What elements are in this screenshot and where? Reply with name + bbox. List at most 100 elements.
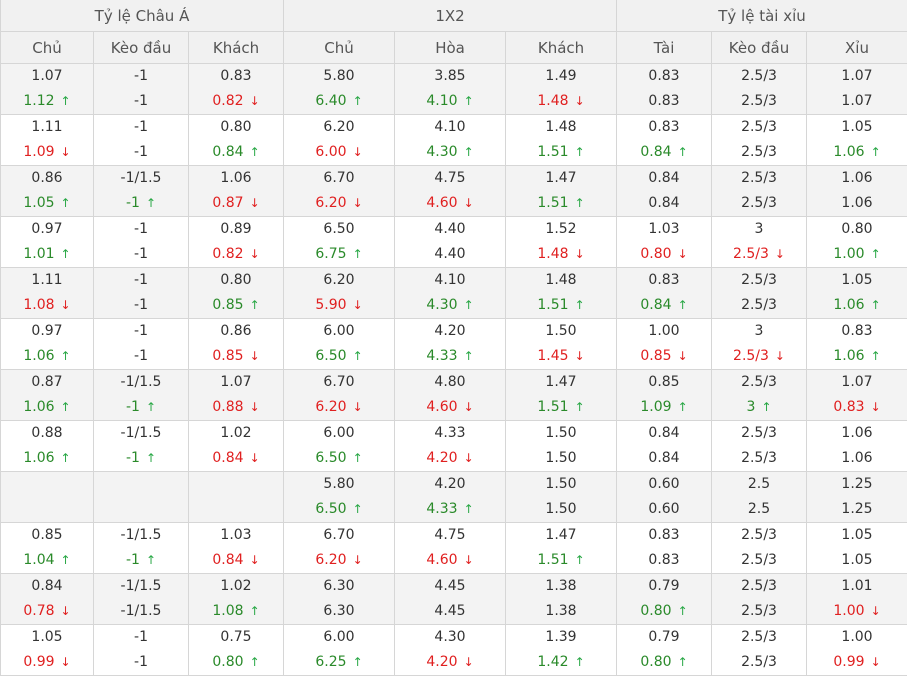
current-odds: -1 <box>125 552 140 568</box>
odds-cell-ah-home: 0.88 1.06 ↑ <box>0 420 94 472</box>
current-odds: 1.51 <box>537 195 569 211</box>
opening-odds: 0.75 <box>220 629 252 645</box>
current-odds: 0.80 <box>640 654 672 670</box>
current-odds: 2.5/3 <box>733 246 769 262</box>
arrow-down-icon: ↓ <box>677 349 688 363</box>
opening-odds: 0.79 <box>648 578 680 594</box>
arrow-up-icon: ↑ <box>463 349 474 363</box>
current-odds: 0.84 <box>648 450 680 466</box>
odds-cell-ou-over: 0.79 0.80 ↑ <box>616 624 713 676</box>
arrow-down-icon: ↓ <box>463 451 474 465</box>
current-odds: 1.06 <box>833 297 865 313</box>
odds-cell-1x2-home: 6.20 5.90 ↓ <box>283 267 396 319</box>
odds-cell-1x2-draw: 4.45 4.45 <box>394 573 507 625</box>
current-odds: 1.05 <box>23 195 55 211</box>
current-odds: 2.5/3 <box>741 654 777 670</box>
opening-odds: 4.75 <box>434 527 466 543</box>
current-odds: 0.84 <box>212 450 244 466</box>
odds-cell-1x2-draw: 4.20 4.33 ↑ <box>394 318 507 370</box>
arrow-down-icon: ↓ <box>249 196 260 210</box>
group-over-under: Tỷ lệ tài xỉu <box>616 0 907 32</box>
current-odds: 0.82 <box>212 246 244 262</box>
current-odds: 0.60 <box>648 501 680 517</box>
current-odds: 0.80 <box>212 654 244 670</box>
current-odds: 4.60 <box>426 195 458 211</box>
opening-odds: 1.07 <box>220 374 252 390</box>
opening-odds: 0.80 <box>220 272 252 288</box>
opening-odds: 1.52 <box>545 221 577 237</box>
odds-cell-ah-line: -1/1.5 -1 ↑ <box>93 420 189 472</box>
opening-odds: -1 <box>134 629 148 645</box>
odds-cell-1x2-home: 5.80 6.40 ↑ <box>283 63 396 115</box>
odds-cell-ou-over: 0.84 0.84 <box>616 165 713 217</box>
arrow-down-icon: ↓ <box>60 604 71 618</box>
arrow-up-icon: ↑ <box>574 196 585 210</box>
opening-odds: 1.25 <box>841 476 873 492</box>
odds-cell-ou-under: 1.00 0.99 ↓ <box>806 624 907 676</box>
opening-odds: 4.10 <box>434 272 466 288</box>
group-asian-handicap: Tỷ lệ Châu Á <box>0 0 285 32</box>
odds-cell-ah-away: 0.75 0.80 ↑ <box>187 624 285 676</box>
current-odds: 6.50 <box>315 450 347 466</box>
current-odds: 1.38 <box>545 603 577 619</box>
current-odds: 4.30 <box>426 297 458 313</box>
odds-cell-ah-away: 0.80 0.85 ↑ <box>187 267 285 319</box>
current-odds: 1.01 <box>23 246 55 262</box>
arrow-up-icon: ↑ <box>60 247 71 261</box>
odds-cell-1x2-draw: 4.10 4.30 ↑ <box>394 114 507 166</box>
current-odds: 1.51 <box>537 399 569 415</box>
odds-cell-1x2-draw: 4.80 4.60 ↓ <box>394 369 507 421</box>
odds-cell-ah-home: 1.11 1.09 ↓ <box>0 114 94 166</box>
opening-odds: 1.06 <box>841 170 873 186</box>
current-odds: 2.5/3 <box>741 144 777 160</box>
odds-cell-1x2-draw: 4.10 4.30 ↑ <box>394 267 507 319</box>
odds-cell-ou-over: 0.83 0.84 ↑ <box>616 267 713 319</box>
opening-odds: 0.86 <box>31 170 63 186</box>
opening-odds: 4.80 <box>434 374 466 390</box>
current-odds: 1.06 <box>833 348 865 364</box>
odds-cell-1x2-away: 1.52 1.48 ↓ <box>505 216 618 268</box>
opening-odds: 0.83 <box>648 272 680 288</box>
odds-cell-ou-under: 1.01 1.00 ↓ <box>806 573 907 625</box>
current-odds: -1 <box>125 450 140 466</box>
current-odds: 6.20 <box>315 552 347 568</box>
odds-cell-1x2-draw: 4.40 4.40 <box>394 216 507 268</box>
odds-cell-ou-over: 0.83 0.83 <box>616 522 713 574</box>
current-odds: 4.10 <box>426 93 458 109</box>
opening-odds: 5.80 <box>323 476 355 492</box>
current-odds: 1.06 <box>23 399 55 415</box>
current-odds: 1.06 <box>23 348 55 364</box>
current-odds: 4.45 <box>434 603 466 619</box>
odds-cell-ah-home: 1.07 1.12 ↑ <box>0 63 94 115</box>
arrow-up-icon: ↑ <box>870 145 881 159</box>
current-odds: 2.5/3 <box>741 450 777 466</box>
sub-header-row: Chủ Kèo đầu Khách Chủ Hòa Khách Tài Kèo … <box>0 31 907 64</box>
arrow-down-icon: ↓ <box>352 400 363 414</box>
current-odds: 1.07 <box>841 93 873 109</box>
odds-cell-ou-line: 2.5/3 3 ↑ <box>711 369 808 421</box>
opening-odds: 1.01 <box>841 578 873 594</box>
current-odds: 1.48 <box>537 246 569 262</box>
odds-cell-1x2-draw: 4.20 4.33 ↑ <box>394 471 507 523</box>
current-odds: 2.5/3 <box>741 195 777 211</box>
arrow-up-icon: ↑ <box>463 298 474 312</box>
opening-odds: 2.5/3 <box>741 578 777 594</box>
opening-odds: 0.80 <box>841 221 873 237</box>
opening-odds: 6.70 <box>323 527 355 543</box>
arrow-down-icon: ↓ <box>574 94 585 108</box>
opening-odds: 1.05 <box>841 272 873 288</box>
arrow-down-icon: ↓ <box>352 553 363 567</box>
opening-odds: -1/1.5 <box>120 425 162 441</box>
current-odds: 4.60 <box>426 552 458 568</box>
opening-odds: 1.48 <box>545 272 577 288</box>
opening-odds: 0.88 <box>31 425 63 441</box>
opening-odds: 1.47 <box>545 527 577 543</box>
arrow-up-icon: ↑ <box>870 247 881 261</box>
current-odds: 1.50 <box>545 501 577 517</box>
current-odds: 5.90 <box>315 297 347 313</box>
opening-odds: 0.85 <box>648 374 680 390</box>
opening-odds: 4.75 <box>434 170 466 186</box>
opening-odds: 4.40 <box>434 221 466 237</box>
current-odds: 1.09 <box>23 144 55 160</box>
current-odds: 2.5/3 <box>741 603 777 619</box>
